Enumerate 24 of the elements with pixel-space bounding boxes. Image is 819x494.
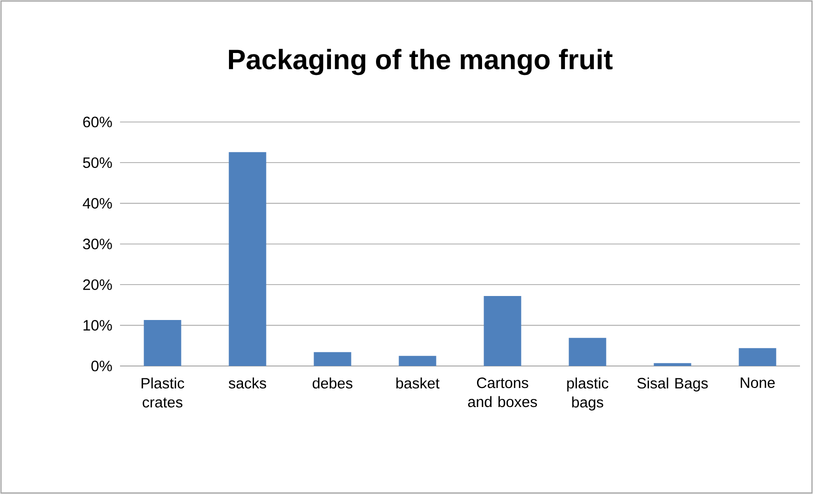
x-tick-label: Cartons and boxes: [468, 378, 537, 408]
bar: [568, 338, 606, 366]
bar: [654, 363, 692, 366]
y-tick-label: 50%: [83, 157, 112, 168]
y-tick-label: 20%: [83, 279, 112, 290]
x-tick-label: plastic bags: [567, 378, 608, 410]
y-tick-label: 60%: [83, 116, 112, 128]
chart-title: Packaging of the mango fruit: [228, 48, 613, 76]
y-tick-label: 10%: [84, 320, 112, 331]
bar: [398, 356, 436, 366]
bar: [484, 296, 522, 366]
x-tick-label: sacks: [228, 378, 266, 389]
bar: [144, 320, 182, 366]
x-tick-label: None: [740, 378, 775, 388]
y-tick-label: 40%: [82, 198, 112, 209]
bar: [228, 152, 266, 366]
y-tick-label: 0%: [91, 360, 112, 372]
x-tick-label: Plastic crates: [142, 378, 184, 408]
bar: [314, 352, 352, 366]
x-tick-label: basket: [396, 378, 440, 389]
y-tick-label: 30%: [83, 238, 112, 250]
bar: [738, 348, 776, 366]
x-tick-label: Sisal Bags: [637, 378, 708, 392]
x-tick-label: debes: [312, 378, 352, 389]
